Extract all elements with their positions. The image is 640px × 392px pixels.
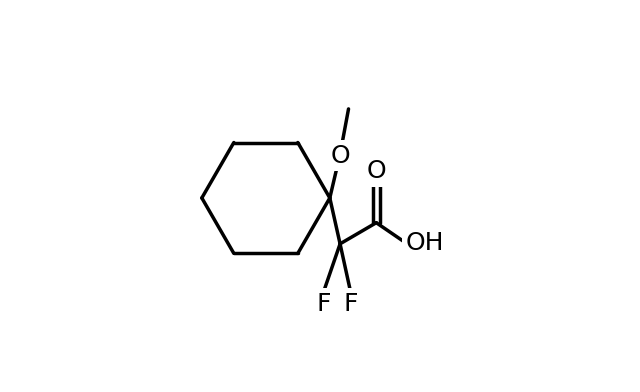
Text: O: O [330,144,350,168]
Text: F: F [344,292,358,316]
Text: F: F [316,292,331,316]
Text: OH: OH [406,230,444,255]
Text: O: O [367,159,386,183]
